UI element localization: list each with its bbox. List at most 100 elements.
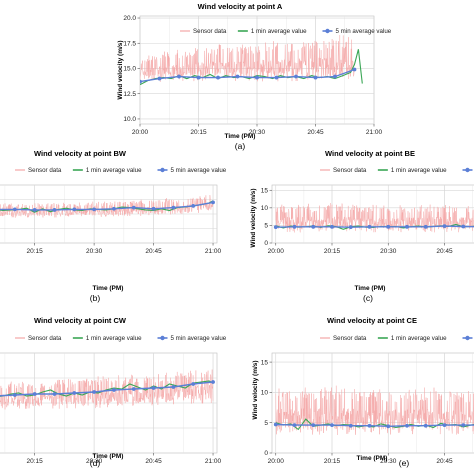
five-min-average-point bbox=[333, 74, 337, 79]
chart-title: Wind velocity at point BE bbox=[325, 149, 415, 158]
five-min-average-point bbox=[171, 385, 176, 389]
plot-content bbox=[0, 369, 215, 410]
y-axis-label: Wind velocity (m/s) bbox=[117, 40, 124, 99]
five-min-average-point bbox=[273, 422, 278, 427]
x-tick-label: 20:15 bbox=[27, 248, 44, 255]
five-min-average-line bbox=[0, 201, 214, 211]
five-min-average-point bbox=[405, 423, 409, 428]
plot-content bbox=[273, 202, 474, 233]
plot-content bbox=[0, 195, 215, 218]
x-tick-label: 20:00 bbox=[132, 129, 149, 136]
five-min-average-line bbox=[275, 225, 474, 228]
five-min-average-point bbox=[191, 203, 196, 208]
five-min-average-line bbox=[275, 423, 474, 428]
five-min-average-point bbox=[177, 74, 181, 79]
five-min-average-point bbox=[235, 74, 240, 79]
five-min-average-point bbox=[386, 424, 391, 429]
five-min-average-point bbox=[112, 388, 116, 392]
five-min-average-point bbox=[211, 380, 215, 384]
y-axis-label: Wind velocity (m/s) bbox=[250, 188, 257, 247]
five-min-average-point bbox=[151, 386, 156, 390]
x-tick-label: 20:45 bbox=[436, 458, 453, 465]
five-min-average-point bbox=[313, 75, 318, 80]
y-tick-label: 15 bbox=[261, 187, 269, 194]
x-tick-label: 20:00 bbox=[268, 248, 285, 255]
legend-label: 5 min average value bbox=[171, 167, 227, 174]
y-tick-label: 17.5 bbox=[123, 40, 136, 47]
five-min-average-point bbox=[32, 208, 37, 212]
legend-swatch-point bbox=[160, 167, 165, 173]
five-min-average-point bbox=[92, 207, 97, 212]
panel-caption: (d) bbox=[90, 458, 101, 468]
five-min-average-point bbox=[112, 206, 116, 211]
chart-panel-b: 20:15 20:30 20:45 21:00 Wind velocity at poi… bbox=[0, 149, 227, 303]
y-tick-label: 20.0 bbox=[123, 15, 136, 22]
plot-content bbox=[273, 385, 474, 436]
five-min-average-point bbox=[367, 423, 372, 428]
five-min-average-point bbox=[52, 392, 57, 396]
y-tick-label: 10.0 bbox=[123, 116, 136, 123]
five-min-average-point bbox=[442, 423, 447, 428]
legend-label: Sensor data bbox=[28, 167, 62, 174]
x-axis-label: Time (PM) bbox=[225, 133, 256, 140]
five-min-average-line bbox=[0, 381, 214, 397]
five-min-average-point bbox=[423, 224, 428, 229]
x-tick-label: 20:15 bbox=[190, 129, 207, 136]
five-min-average-point bbox=[330, 224, 334, 229]
five-min-average-point bbox=[131, 205, 136, 210]
x-tick-label: 20:45 bbox=[436, 248, 453, 255]
panel-caption: (c) bbox=[363, 293, 373, 303]
five-min-average-point bbox=[461, 224, 466, 229]
five-min-average-point bbox=[12, 393, 17, 397]
x-tick-label: 20:30 bbox=[380, 248, 397, 255]
y-tick-label: 10 bbox=[261, 205, 269, 212]
five-min-average-point bbox=[292, 224, 297, 229]
five-min-average-point bbox=[405, 224, 409, 229]
five-min-average-point bbox=[352, 67, 357, 72]
y-axis-label: Wind velocity (m/s) bbox=[252, 360, 259, 419]
five-min-average-point bbox=[311, 224, 316, 229]
x-tick-label: 20:15 bbox=[324, 248, 341, 255]
x-tick-label: 21:00 bbox=[205, 248, 222, 255]
legend-label: 5 min average value bbox=[171, 335, 227, 342]
x-tick-label: 20:30 bbox=[249, 129, 266, 136]
x-tick-label: 20:45 bbox=[307, 129, 324, 136]
five-min-average-point bbox=[12, 207, 17, 212]
legend-label: Sensor data bbox=[333, 167, 367, 174]
legend-swatch-point bbox=[325, 28, 330, 34]
chart-panel-c: 20:00 20:15 20:30 20:45 0 5 10 15 Wind velocity … bbox=[250, 149, 474, 303]
y-tick-label: 5 bbox=[264, 223, 268, 230]
x-tick-label: 20:15 bbox=[27, 458, 44, 465]
panel-caption: (e) bbox=[399, 458, 410, 468]
legend-label: 1 min average value bbox=[391, 335, 447, 342]
chart-title: Wind velocity at point BW bbox=[34, 149, 127, 158]
chart-panel-d: 20:15 20:30 20:45 21:00 Wind velocity at poi… bbox=[0, 316, 227, 468]
legend-swatch-point bbox=[465, 167, 470, 173]
legend-label: 1 min average value bbox=[86, 167, 142, 174]
sensor-data-line bbox=[275, 385, 474, 436]
y-tick-label: 0 bbox=[264, 450, 268, 457]
sensor-data-line bbox=[0, 369, 214, 410]
five-min-average-point bbox=[211, 200, 215, 205]
five-min-average-point bbox=[140, 79, 142, 84]
legend-swatch-point bbox=[160, 335, 165, 341]
five-min-average-point bbox=[367, 224, 372, 229]
x-tick-label: 20:30 bbox=[86, 248, 103, 255]
x-axis-label: Time (PM) bbox=[93, 285, 124, 292]
chart-title: Wind velocity at point CE bbox=[327, 316, 417, 325]
legend-label: 1 min average value bbox=[251, 28, 307, 35]
five-min-average-point bbox=[171, 205, 176, 210]
five-min-average-point bbox=[292, 423, 297, 428]
five-min-average-point bbox=[442, 224, 447, 229]
x-tick-label: 21:00 bbox=[205, 458, 222, 465]
five-min-average-point bbox=[294, 74, 298, 79]
five-min-average-point bbox=[255, 75, 259, 80]
five-min-average-point bbox=[348, 423, 353, 428]
y-tick-label: 15.0 bbox=[123, 66, 136, 73]
five-min-average-point bbox=[72, 391, 77, 395]
legend-label: Sensor data bbox=[28, 335, 62, 342]
